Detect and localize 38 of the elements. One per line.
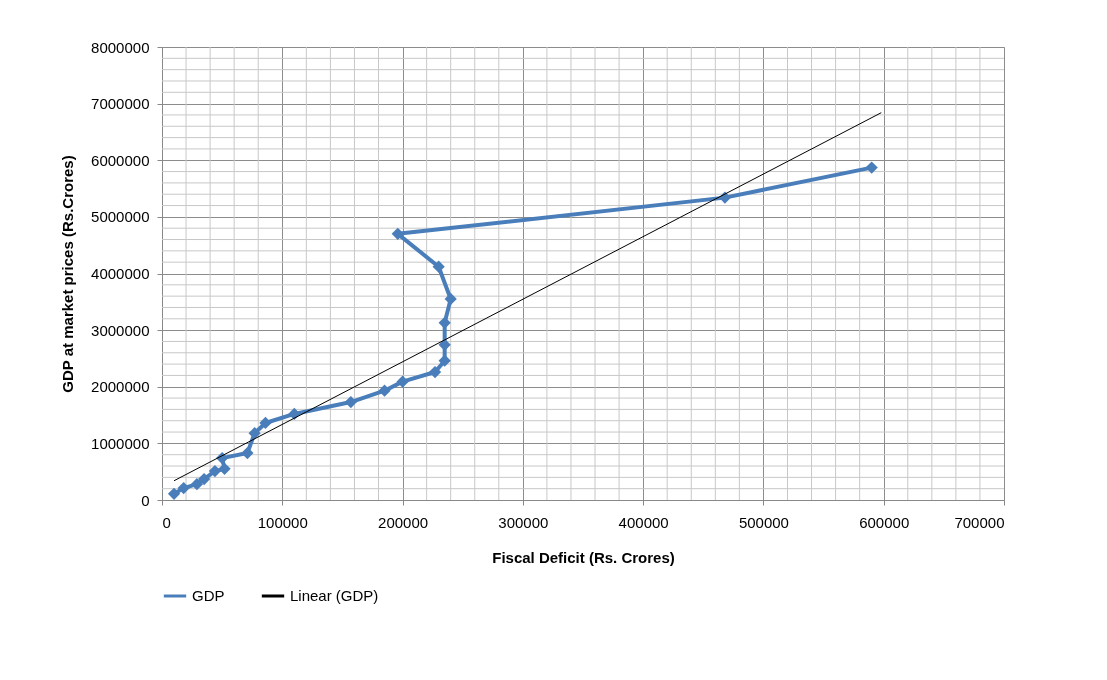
y-tick-label: 4000000 (91, 265, 150, 282)
x-tick-label: 600000 (859, 513, 910, 531)
legend-label: Linear (GDP) (290, 587, 379, 604)
point (259, 416, 272, 430)
point (865, 161, 878, 174)
x-axis-title: Fiscal Deficit (Rs. Crores) (492, 548, 675, 566)
y-tick-label: 8000000 (91, 38, 150, 56)
point (378, 384, 391, 397)
point (344, 395, 357, 409)
y-tick-label: 1000000 (91, 434, 150, 452)
x-tick-label: 400000 (618, 513, 669, 531)
point (438, 316, 451, 329)
y-axis-title: GDP at market prices (Rs.Crores) (59, 155, 77, 393)
point (190, 478, 204, 491)
x-tick-label: 500000 (738, 513, 789, 531)
point (218, 462, 231, 475)
y-tick-label: 3000000 (91, 321, 150, 339)
y-tick-label: 7000000 (91, 95, 150, 113)
y-tick-label: 0 (141, 491, 150, 509)
x-tick-label: 100000 (257, 513, 308, 531)
x-tick-label: 200000 (378, 513, 429, 531)
point (208, 465, 222, 478)
point (167, 487, 181, 500)
point (396, 375, 409, 388)
y-tick-label: 5000000 (91, 208, 150, 226)
point (197, 472, 211, 486)
point (428, 365, 442, 379)
x-tick-label: 0 (162, 513, 171, 531)
y-tick-label: 6000000 (91, 151, 150, 169)
point (444, 292, 457, 306)
x-tick-label: 300000 (498, 513, 549, 531)
point (241, 446, 254, 460)
x-tick-label: 700000 (954, 513, 1005, 531)
point (432, 260, 445, 273)
legend-label: GDP (192, 587, 225, 604)
y-tick-label: 2000000 (91, 378, 150, 396)
point (248, 427, 261, 440)
point (177, 481, 190, 495)
